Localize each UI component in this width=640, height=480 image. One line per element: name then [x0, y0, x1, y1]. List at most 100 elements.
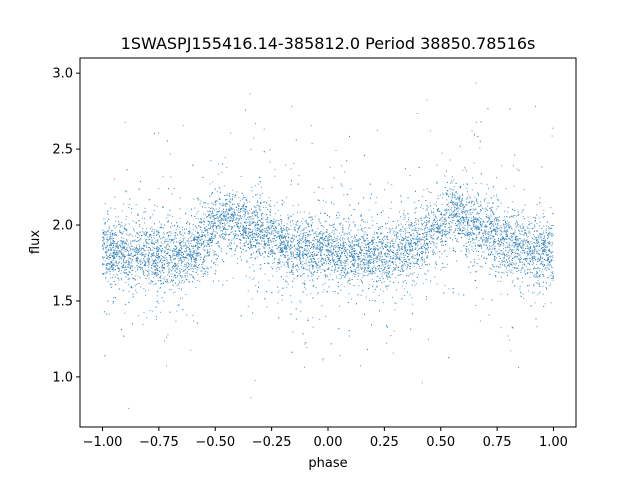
data-point [106, 251, 108, 253]
data-point [145, 211, 146, 213]
data-point [168, 262, 170, 264]
data-point [175, 257, 176, 259]
data-point [315, 239, 317, 240]
data-point [209, 183, 211, 185]
data-point [127, 259, 129, 261]
data-point [436, 183, 438, 185]
data-point [208, 268, 210, 270]
data-point [537, 252, 539, 254]
data-point [443, 266, 445, 268]
data-point [270, 206, 272, 208]
data-point [112, 277, 113, 279]
data-point [357, 244, 359, 246]
data-point [537, 272, 538, 274]
data-point [154, 229, 156, 230]
data-point [411, 249, 413, 251]
data-point [138, 276, 140, 278]
data-point [400, 243, 402, 245]
data-point [280, 235, 282, 237]
data-point [417, 259, 419, 261]
data-point [195, 244, 197, 246]
data-point [172, 239, 174, 241]
data-point [230, 227, 232, 229]
data-point [280, 266, 282, 268]
data-point [244, 208, 246, 210]
data-point [427, 217, 429, 219]
data-point [328, 241, 330, 243]
data-point [523, 238, 525, 240]
data-point [281, 221, 283, 223]
data-point [460, 229, 462, 231]
data-point [301, 238, 303, 240]
data-point [367, 260, 369, 262]
data-point [194, 236, 195, 238]
data-point [166, 278, 168, 280]
data-point [392, 263, 394, 265]
data-point [450, 189, 452, 191]
data-point [180, 272, 181, 274]
data-point [489, 210, 491, 212]
data-point [297, 266, 299, 268]
data-point [501, 261, 503, 263]
data-point [423, 217, 425, 219]
data-point [383, 281, 385, 283]
data-point [181, 262, 183, 264]
data-point [235, 194, 237, 196]
data-point [280, 252, 281, 253]
data-point [122, 231, 124, 233]
data-point [334, 223, 335, 225]
data-point [177, 250, 179, 252]
data-point [383, 302, 385, 303]
data-point [192, 240, 194, 242]
data-point [487, 238, 489, 240]
data-point [283, 201, 285, 203]
data-point [189, 245, 190, 247]
data-point [367, 256, 368, 258]
data-point [423, 240, 425, 242]
data-point [483, 256, 485, 258]
data-point [289, 239, 291, 241]
data-point [192, 268, 194, 270]
data-point [326, 250, 327, 252]
data-point [338, 266, 340, 268]
data-point [132, 248, 134, 250]
data-point [531, 243, 533, 244]
data-point [117, 245, 119, 247]
data-point [385, 262, 387, 264]
data-point [128, 264, 130, 266]
data-point [497, 223, 498, 225]
data-point [551, 265, 552, 267]
data-point [497, 224, 499, 226]
data-point [530, 241, 532, 243]
data-point [354, 224, 356, 226]
data-point [268, 255, 269, 257]
data-point [207, 249, 209, 251]
data-point [478, 195, 480, 197]
data-point [252, 137, 254, 139]
data-point [208, 221, 210, 222]
data-point [407, 249, 408, 251]
data-point [365, 227, 367, 229]
data-point [256, 232, 258, 234]
data-point [303, 280, 305, 282]
data-point [471, 249, 473, 251]
data-point [318, 276, 320, 278]
data-point [521, 258, 523, 260]
data-point [507, 223, 509, 225]
data-point [378, 241, 379, 243]
data-point [511, 260, 513, 262]
data-point [199, 203, 201, 205]
data-point [256, 249, 258, 251]
data-point [253, 205, 255, 207]
data-point [186, 228, 187, 230]
data-point [452, 214, 454, 216]
data-point [117, 241, 119, 242]
data-point [267, 209, 268, 211]
data-point [543, 242, 545, 244]
data-point [105, 252, 107, 254]
data-point [483, 208, 485, 210]
data-point [131, 255, 133, 257]
data-point [541, 273, 543, 275]
data-point [302, 234, 304, 236]
data-point [294, 250, 296, 252]
